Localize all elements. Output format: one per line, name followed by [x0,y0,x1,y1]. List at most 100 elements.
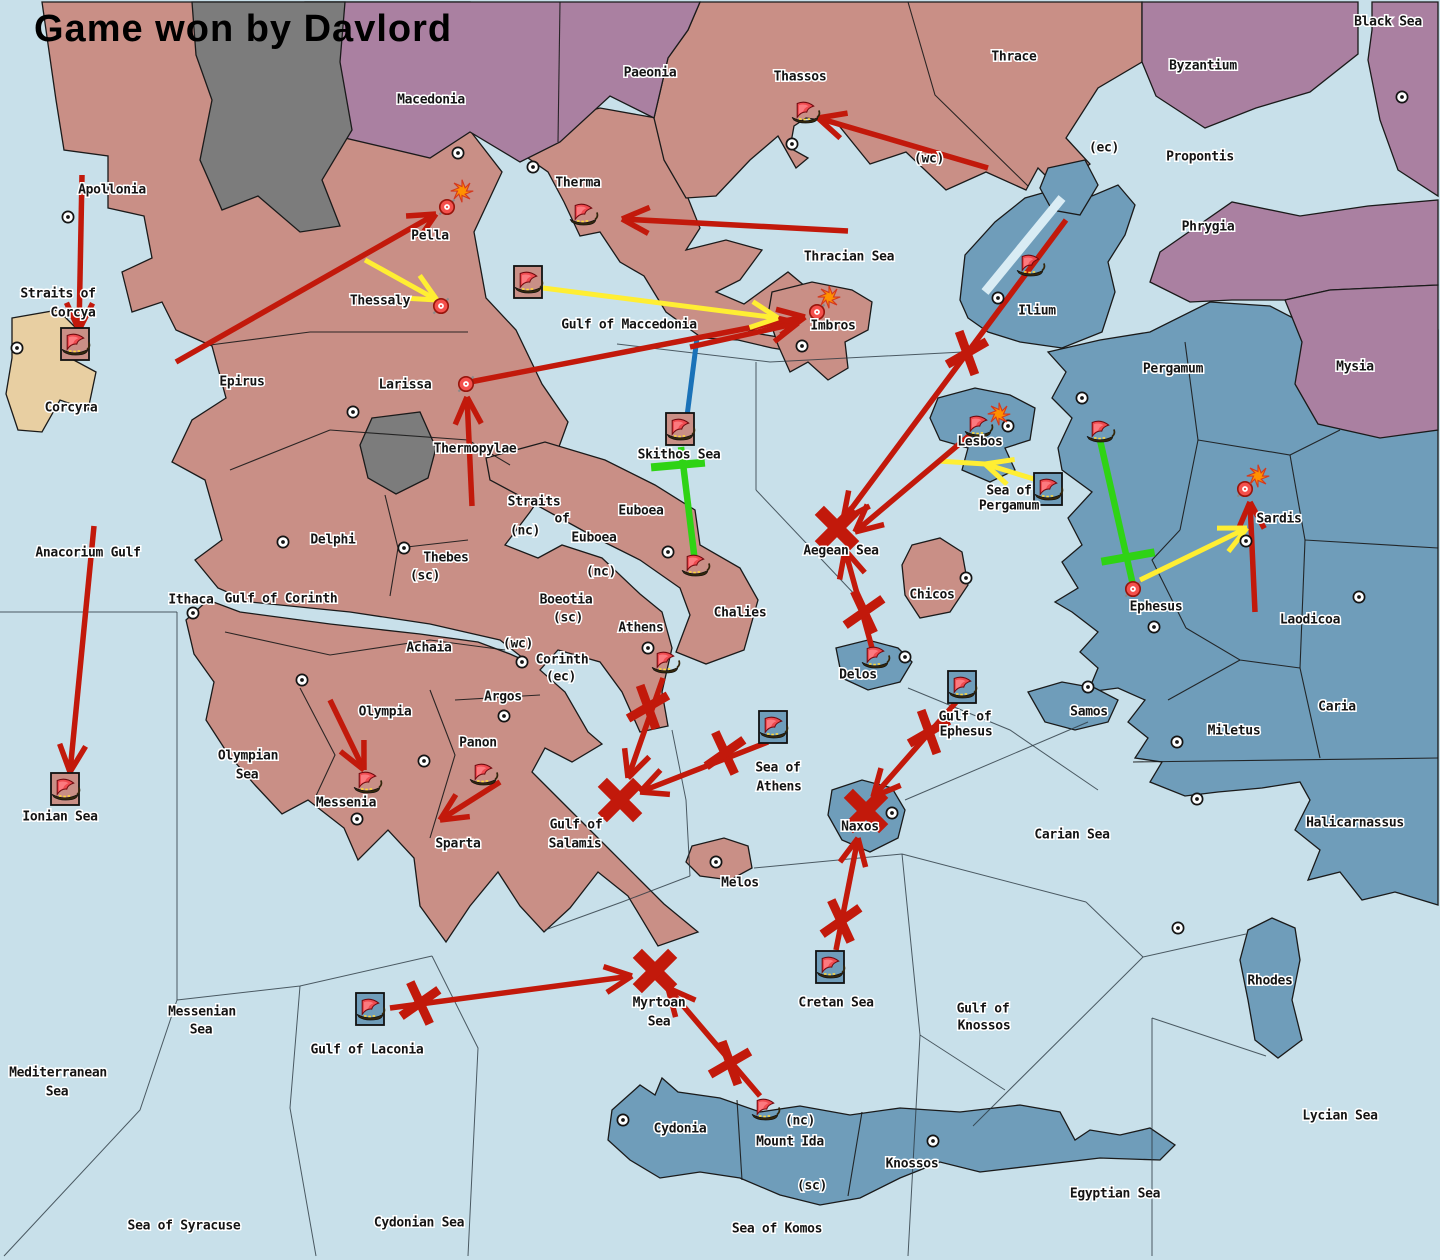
army-thessaly[interactable] [432,297,450,315]
red-move-arrow [1247,501,1258,613]
region-imbros[interactable] [767,281,873,381]
region-chicos[interactable] [901,537,969,619]
map-label: Imbros [810,319,855,334]
supply-center-dot [397,541,411,555]
region-byzantium[interactable] [1141,1,1359,129]
units-layer [50,101,1270,1121]
supply-center-dot [1081,680,1095,694]
army-pella[interactable] [438,198,456,216]
map-label: Sea of Komos [732,1222,822,1237]
arrowhead [772,320,800,344]
supply-center-dot [709,855,723,869]
map-label: Naxos [841,820,879,835]
region-anatolia[interactable] [1046,301,1439,906]
arrowhead [837,836,861,864]
map-label: Gulf of [957,1002,1010,1017]
map-label: Sea [46,1085,69,1100]
sea-border [544,875,691,931]
region-euboea-chalies[interactable] [485,441,759,665]
sea-border [919,1034,1006,1091]
arrowhead [775,306,806,320]
region-crete[interactable] [607,1076,1177,1206]
arrowhead [639,789,671,798]
map-label: Epirus [219,375,264,390]
red-move-arrow [870,698,961,799]
map-label: Miletus [1208,724,1261,739]
standoff-x-mark [843,788,889,834]
map-label: Cretan Sea [798,996,874,1011]
army-larissa[interactable] [457,375,475,393]
arrowhead [63,301,82,332]
supply-center-dot [1170,735,1184,749]
arrowhead [602,963,633,979]
region-border [847,1111,863,1197]
hellespont-strait [981,195,1066,295]
sea-border [3,999,178,1257]
army-ephesus[interactable] [1124,580,1142,598]
blue-order-line [683,337,700,425]
map-label: Halicarnassus [1306,816,1404,831]
map-label: Knossos [958,1019,1011,1034]
region-border [1299,539,1306,669]
map-label: (ec) [1089,141,1119,156]
arrowhead [626,754,652,780]
cut-x-mark [703,736,747,770]
sea-border [1151,1017,1267,1057]
sea-border [671,729,691,877]
map-label: Skithos Sea [638,448,721,463]
arrowhead [666,985,697,1003]
map-label: Thessaly [350,294,411,309]
map-label: Gulf of Maccedonia [561,318,697,333]
arrowhead [439,813,471,823]
map-label: of [554,512,569,527]
arrowhead [817,110,849,121]
map-label: Ithaca [168,593,214,608]
region-border [1132,757,1439,763]
map-label: Corcyra [45,401,98,416]
map-label: Athens [618,621,663,636]
map-label: Gulf of [939,710,992,725]
region-border [1167,659,1241,701]
cut-x-mark [842,595,886,629]
map-label: Aegean Sea [803,544,879,559]
region-rhodes[interactable] [1239,917,1303,1059]
bosporus-strait [1360,53,1371,101]
region-border [736,1099,743,1181]
map-label: Therma [555,176,601,191]
region-border [1151,529,1187,629]
map-label: Lycian Sea [1302,1109,1378,1124]
cut-x-mark [819,904,863,938]
map-label: Sea [648,1015,671,1030]
region-border [467,439,511,466]
red-move-arrow [689,320,799,350]
map-label: Lesbos [957,435,1002,450]
combat-starburst [817,285,841,309]
order-arrows-layer [57,110,1267,1098]
region-border [557,1,561,143]
region-mysia[interactable] [1284,284,1439,439]
map-label: (wc) [914,152,944,167]
map-label: Macedonia [397,93,465,108]
map-label: Chalies [714,606,767,621]
combat-starburst [987,402,1011,426]
map-label: Gulf of Corinth [225,592,338,607]
region-border [329,429,469,441]
region-samos[interactable] [1027,681,1119,731]
yellow-move-arrow [1138,525,1249,583]
arrowhead [852,503,870,534]
supply-center-dot [1239,534,1253,548]
army-imbros[interactable] [808,303,826,321]
red-move-arrow [817,115,989,171]
supply-center-dot [417,754,431,768]
supply-center-dot [526,160,540,174]
map-label: Thebes [423,551,468,566]
sea-border [753,853,903,869]
page-title: Game won by Davlord [34,8,453,50]
red-move-arrow [840,218,1069,522]
map-label: Corinth [536,653,589,668]
red-move-arrow [67,525,97,773]
map-label: Sea [190,1023,213,1038]
red-move-arrow [469,314,806,385]
supply-center-dot [795,339,809,353]
